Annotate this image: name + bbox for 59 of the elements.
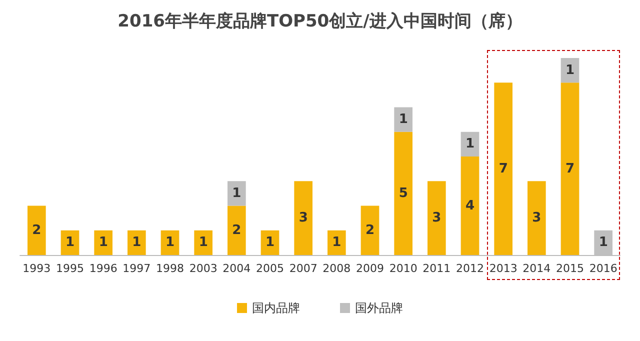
data-label: 1 (198, 235, 208, 250)
bar (528, 181, 546, 255)
data-label: 1 (98, 235, 108, 250)
data-label: 7 (498, 161, 508, 176)
bar (294, 181, 312, 255)
data-label: 2 (32, 222, 42, 238)
bar (494, 82, 512, 255)
bar (228, 181, 246, 206)
x-tick-label: 1997 (122, 262, 151, 275)
x-tick-label: 2013 (489, 262, 518, 275)
x-tick-label: 2004 (222, 262, 251, 275)
data-label: 1 (598, 235, 608, 250)
bar (194, 230, 212, 255)
x-tick-label: 2010 (389, 262, 418, 275)
data-label: 1 (65, 235, 75, 250)
data-label: 1 (565, 62, 575, 78)
bar (28, 206, 46, 255)
x-tick-label: 2009 (356, 262, 384, 275)
chart-title: 2016年半年度品牌TOP50创立/进入中国时间（席） (118, 12, 522, 32)
x-tick-label: 2012 (456, 262, 484, 275)
data-label: 1 (265, 235, 275, 250)
x-tick-label: 1995 (56, 262, 84, 275)
data-label: 2 (232, 222, 242, 238)
data-label: 4 (465, 198, 475, 214)
bar (394, 107, 412, 132)
data-label: 1 (132, 235, 142, 250)
x-tick-label: 2015 (556, 262, 584, 275)
data-label: 1 (165, 235, 175, 250)
data-label: 2 (365, 222, 375, 238)
x-tick-label: 1993 (22, 262, 51, 275)
x-tick-label: 2016 (589, 262, 618, 275)
legend-label: 国外品牌 (355, 301, 403, 315)
legend-label: 国内品牌 (252, 301, 300, 315)
data-label: 3 (532, 210, 542, 226)
data-label: 1 (465, 136, 475, 152)
x-tick-label: 2003 (189, 262, 218, 275)
x-tick-label: 2011 (422, 262, 451, 275)
x-tick-label: 2005 (256, 262, 284, 275)
data-label: 1 (398, 112, 408, 128)
bar (460, 156, 480, 255)
bar (360, 206, 380, 255)
bar (328, 230, 346, 255)
bar (560, 82, 580, 255)
data-label: 7 (565, 161, 575, 176)
bar (128, 230, 146, 255)
x-tick-label: 1996 (89, 262, 118, 275)
x-tick-label: 2014 (522, 262, 551, 275)
data-label: 3 (432, 210, 442, 226)
x-tick-label: 1998 (156, 262, 184, 275)
bar (94, 230, 112, 255)
data-label: 1 (332, 235, 342, 250)
bar (228, 206, 246, 255)
bar (428, 181, 446, 255)
data-label: 5 (398, 186, 408, 201)
bar (394, 132, 412, 255)
x-tick-label: 2008 (322, 262, 351, 275)
data-label: 1 (232, 186, 242, 201)
data-label: 3 (298, 210, 308, 226)
x-tick-label: 2007 (289, 262, 318, 275)
